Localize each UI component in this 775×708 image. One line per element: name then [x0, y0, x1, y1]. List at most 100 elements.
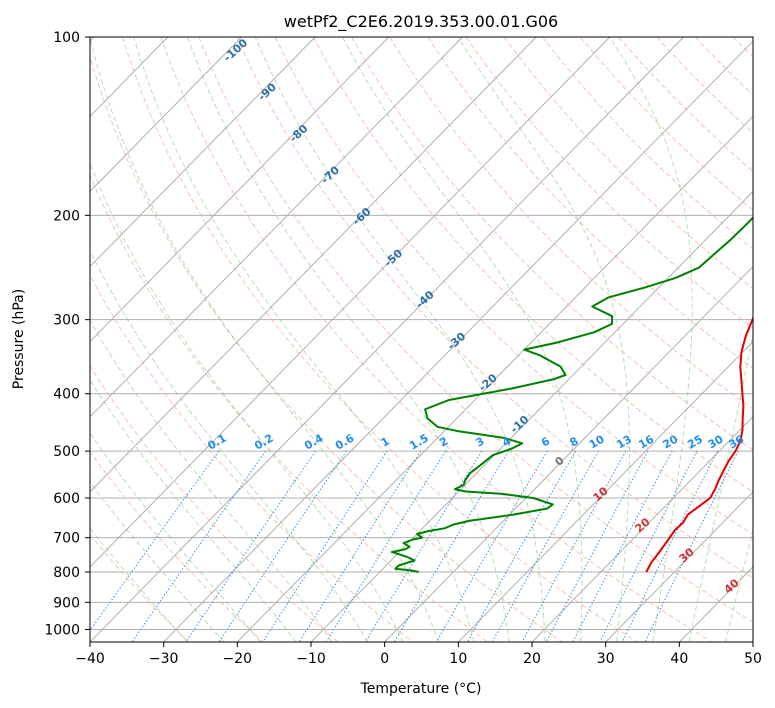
mixing-ratio-line	[644, 450, 739, 642]
isotherm-gridline	[90, 37, 390, 343]
y-axis-label: Pressure (hPa)	[11, 289, 27, 389]
mixing-ratio-line	[491, 450, 599, 642]
isotherm-gridline	[90, 37, 242, 193]
moist-adiabats	[90, 37, 753, 642]
dry-adiabat-line	[90, 274, 414, 642]
isotherm-gridline	[90, 37, 537, 493]
mixing-ratio-line	[393, 450, 509, 642]
isotherm-gridline	[605, 491, 753, 642]
mixing-ratio-line	[90, 450, 220, 632]
x-tick-label: 50	[744, 651, 762, 667]
y-axis: 100 200 300 400 500 600 700 800 900 1000	[44, 30, 90, 638]
dry-adiabat-line	[90, 55, 563, 642]
mixing-ratio-line	[621, 450, 718, 642]
chart-title: wetPf2_C2E6.2019.353.00.01.G06	[284, 12, 558, 32]
mixing-ratio-label: 30	[706, 432, 726, 451]
adiabat-labels: 0.1 0.2 0.4 0.6 1 1.5 2 3 4 6 8 10 13 16 20 25 30 36-100-…	[205, 36, 746, 596]
y-tick-label: 400	[53, 387, 80, 403]
dry-adiabat-label: -10	[508, 413, 532, 436]
mixing-ratio-label: 36	[727, 432, 747, 451]
x-tick-label: 30	[597, 651, 615, 667]
isotherm-gridline	[163, 40, 753, 642]
mixing-ratio-line	[185, 450, 317, 642]
y-tick-label: 800	[53, 565, 80, 581]
dry-adiabat-line	[656, 37, 753, 134]
dry-adiabats	[90, 37, 775, 642]
mixing-ratio-label: 10	[587, 432, 607, 451]
mixing-ratio-lines	[90, 450, 739, 642]
y-tick-label: 600	[53, 491, 80, 507]
dry-adiabat-label: -60	[350, 205, 374, 228]
dry-adiabat-line	[694, 37, 753, 96]
dry-adiabat-label: -80	[287, 122, 311, 145]
y-tick-label: 200	[53, 208, 80, 224]
mixing-ratio-label: 1	[379, 435, 392, 450]
moist-adiabat-line	[342, 37, 583, 642]
isotherm-gridline	[752, 641, 753, 642]
mixing-ratio-line	[325, 450, 447, 642]
y-tick-label: 100	[53, 30, 80, 46]
dry-adiabat-line	[274, 37, 753, 536]
mixing-ratio-line	[467, 450, 577, 642]
moist-adiabat-label: 30	[677, 545, 697, 565]
x-tick-label: 20	[523, 651, 541, 667]
moist-adiabat-line	[90, 379, 297, 642]
moist-adiabat-line	[90, 319, 333, 642]
moist-adiabat-line	[90, 37, 439, 642]
dry-adiabat-line	[236, 37, 753, 579]
dry-adiabat-label: -100	[221, 36, 250, 64]
mixing-ratio-line	[572, 450, 673, 642]
mixing-ratio-line	[131, 450, 267, 642]
isotherm-gridline	[531, 416, 753, 642]
mixing-ratio-line	[545, 450, 649, 642]
dry-adiabat-line	[198, 37, 753, 623]
isotherm-gridline	[384, 265, 753, 642]
moist-adiabat-line	[187, 37, 510, 642]
dry-adiabat-line	[90, 533, 190, 642]
plot-frame	[89, 36, 754, 643]
moist-adiabat-label: 0	[552, 454, 567, 469]
x-tick-label: 40	[670, 651, 688, 667]
dry-adiabat-line	[90, 450, 264, 642]
mixing-ratio-label: 16	[636, 432, 656, 451]
mixing-ratio-label: 25	[685, 433, 705, 452]
moist-adiabat-line	[90, 432, 261, 642]
x-tick-label: −20	[223, 651, 253, 667]
dry-adiabat-line	[160, 37, 712, 642]
grid	[90, 37, 753, 642]
moist-adiabat-label: 10	[591, 484, 611, 504]
x-axis-label: Temperature (°C)	[360, 681, 482, 697]
isotherm-gridline	[458, 340, 753, 642]
dry-adiabat-line	[90, 174, 488, 642]
y-tick-label: 300	[53, 313, 80, 329]
dry-adiabat-label: -70	[319, 163, 343, 186]
dry-adiabat-line	[427, 37, 753, 369]
moist-adiabat-line	[609, 37, 693, 642]
mixing-ratio-line	[435, 450, 548, 642]
dry-adiabat-line	[732, 37, 753, 58]
x-tick-label: 0	[380, 651, 389, 667]
profile-series	[390, 216, 753, 573]
moist-adiabat-label: 20	[633, 515, 653, 535]
y-tick-label: 1000	[44, 622, 80, 638]
moist-adiabat-line	[457, 37, 630, 642]
mixing-ratio-line	[298, 450, 422, 642]
dry-adiabat-line	[313, 37, 753, 493]
dry-adiabat-line	[771, 37, 775, 642]
moist-adiabat-line	[90, 481, 225, 642]
mixing-ratio-label: 3	[473, 435, 486, 450]
moist-adiabat-line	[688, 330, 753, 642]
y-tick-label: 900	[53, 595, 80, 611]
mixing-ratio-label: 13	[614, 433, 634, 452]
mixing-ratio-line	[218, 450, 347, 642]
moist-adiabat-line	[133, 37, 475, 642]
mixing-ratio-line	[364, 450, 483, 642]
dry-adiabat-line	[542, 37, 753, 250]
mixing-ratio-line	[262, 450, 388, 642]
moist-adiabat-line	[90, 249, 369, 642]
moist-adiabat-line	[90, 162, 404, 642]
dry-adiabat-line	[351, 37, 753, 451]
x-tick-label: −40	[75, 651, 105, 667]
isotherm-gridline	[90, 37, 463, 418]
